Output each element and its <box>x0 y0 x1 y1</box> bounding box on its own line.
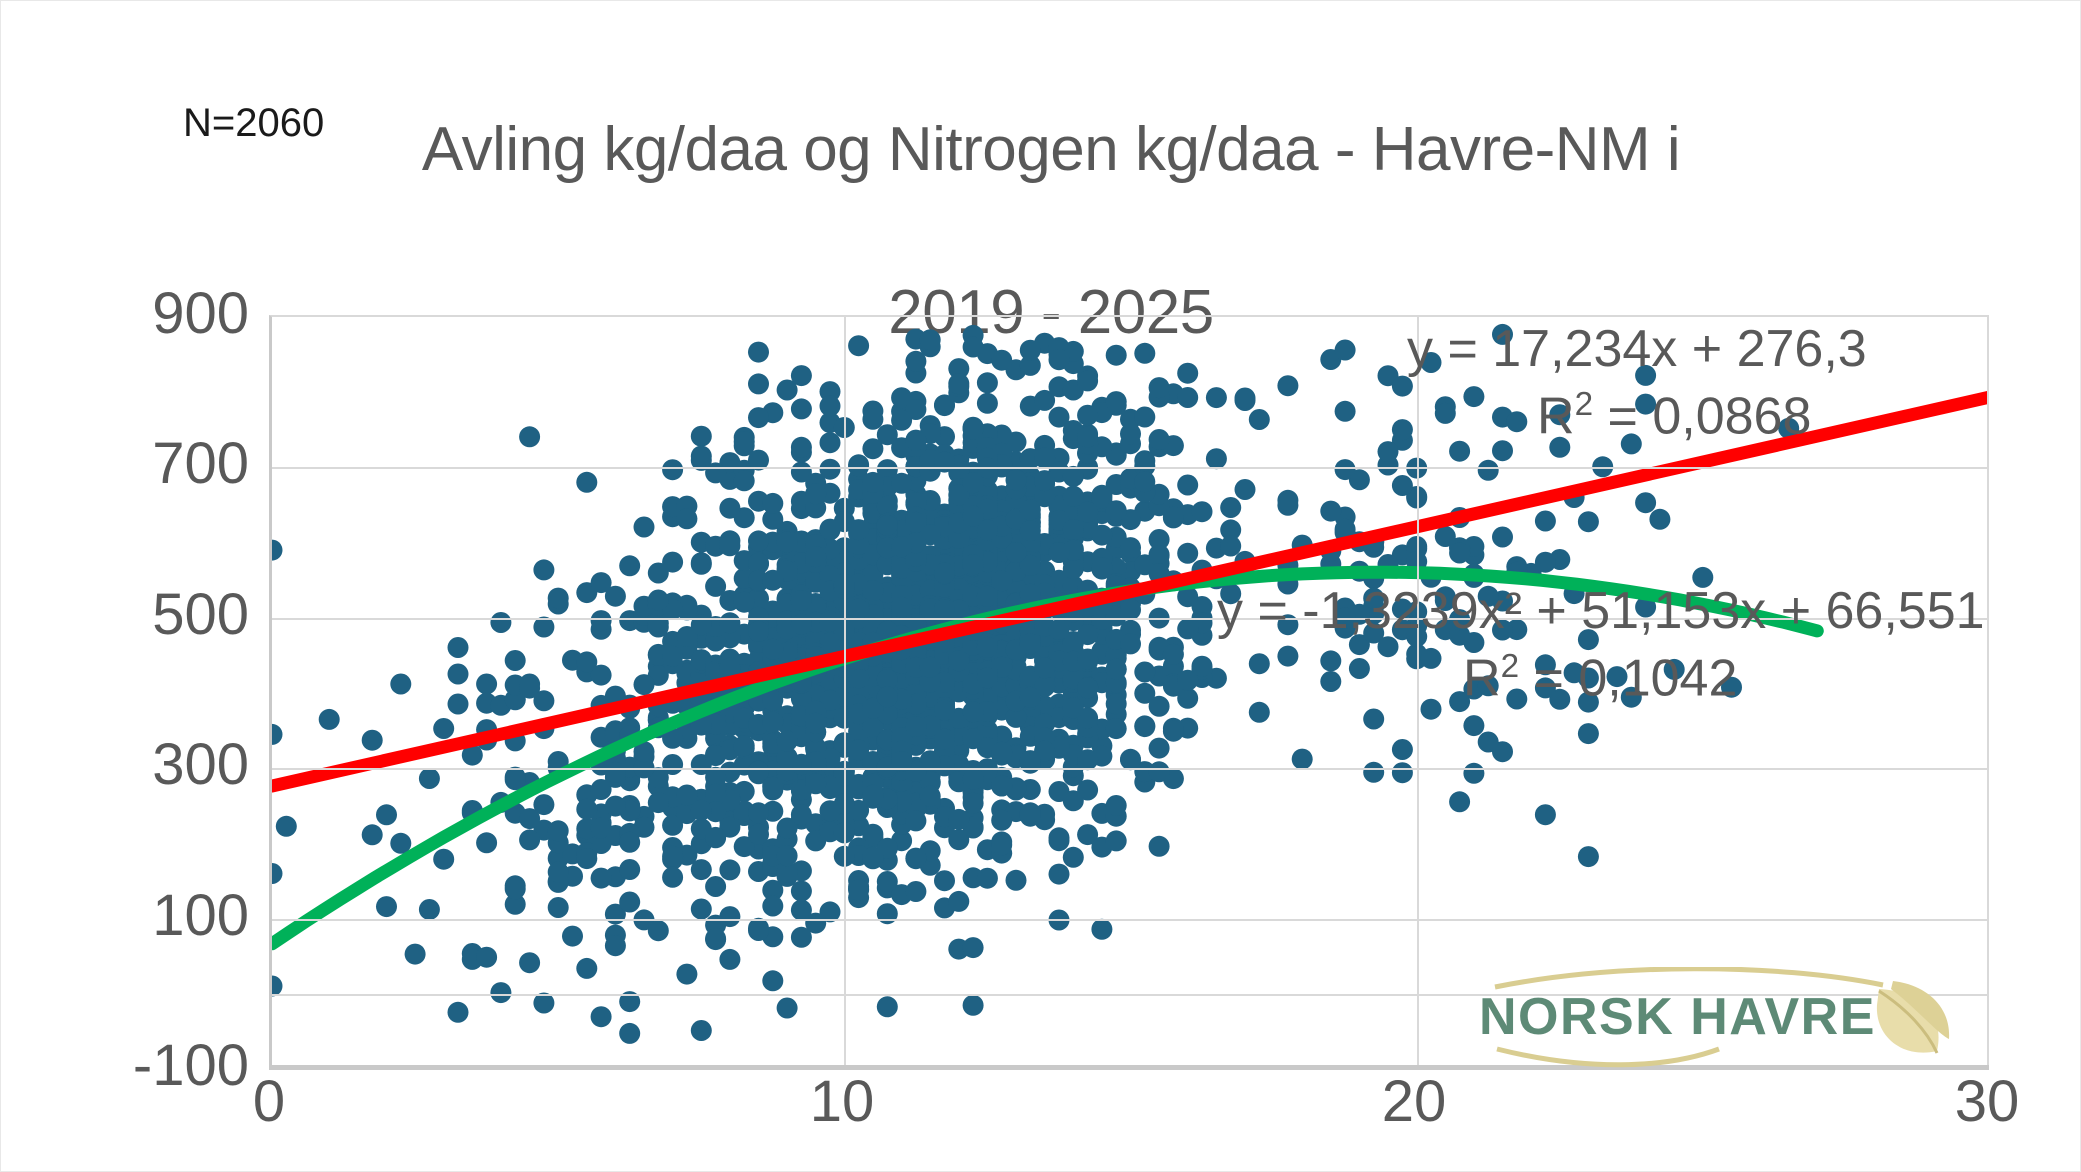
oat-grain-husk <box>1891 981 1950 1039</box>
gridline-h-500 <box>272 618 1989 620</box>
page-title: Avling kg/daa og Nitrogen kg/daa - Havre… <box>241 27 1861 354</box>
gridline-h-700 <box>272 467 1989 469</box>
plot-inner <box>272 317 1989 1069</box>
r2-prefix-poly: R <box>1463 649 1501 708</box>
sample-size-annotation: N=2060 <box>183 101 325 145</box>
oat-grain-vein <box>1878 989 1939 1054</box>
gridline-v-20 <box>1417 317 1419 1069</box>
scatter-plot-canvas <box>272 323 1989 1044</box>
scatter-points-group <box>272 323 1800 1044</box>
x-axis-tick-30: 30 <box>1954 1069 2020 1134</box>
gridline-h-100 <box>272 919 1989 921</box>
x-axis-line <box>269 1065 1989 1070</box>
r2-superscript-linear: 2 <box>1574 386 1594 423</box>
trendline-linear <box>272 390 1989 793</box>
plot-area <box>269 315 1989 1069</box>
oat-grain-icon <box>1876 981 1950 1054</box>
trendline-linear-equation: y = 17,234x + 276,3 <box>1407 320 1867 378</box>
y-axis-tick-neg100: -100 <box>132 1033 249 1098</box>
gridline-v-30 <box>1987 317 1989 1069</box>
logo-arc-top <box>1494 967 1884 990</box>
trendline-poly-equation: y = -1,3239x² + 51,153x + 66,551 <box>1217 582 1985 640</box>
x-axis-tick-0: 0 <box>252 1069 286 1134</box>
y-axis-tick-700: 700 <box>152 431 249 496</box>
trendline-linear-r2: R2 = 0,0868 <box>1537 386 1812 446</box>
logo-graphic <box>1494 967 1950 1068</box>
trendline-poly-r2: R2 = 0,1042 <box>1463 648 1738 708</box>
y-axis-tick-100: 100 <box>152 883 249 948</box>
gridline-v-10 <box>844 317 846 1069</box>
x-axis-tick-10: 10 <box>809 1069 875 1134</box>
r2-superscript-poly: 2 <box>1500 648 1520 685</box>
logo-text: NORSK HAVRE <box>1479 988 1876 1046</box>
y-axis-tick-300: 300 <box>152 732 249 797</box>
norsk-havre-logo: NORSK HAVRE <box>1475 967 1965 1071</box>
r2-prefix-linear: R <box>1537 387 1575 446</box>
r2-value-poly: = 0,1042 <box>1519 649 1738 708</box>
gridline-h-300 <box>272 768 1989 770</box>
x-axis-tick-20: 20 <box>1381 1069 1447 1134</box>
chart-title-line1: Avling kg/daa og Nitrogen kg/daa - Havre… <box>421 114 1681 184</box>
y-axis-tick-500: 500 <box>152 582 249 647</box>
r2-value-linear: = 0,0868 <box>1593 387 1812 446</box>
gridline-h-0 <box>272 994 1989 996</box>
logo-arc-bottom <box>1496 1046 1720 1068</box>
y-axis-tick-900: 900 <box>152 281 249 346</box>
